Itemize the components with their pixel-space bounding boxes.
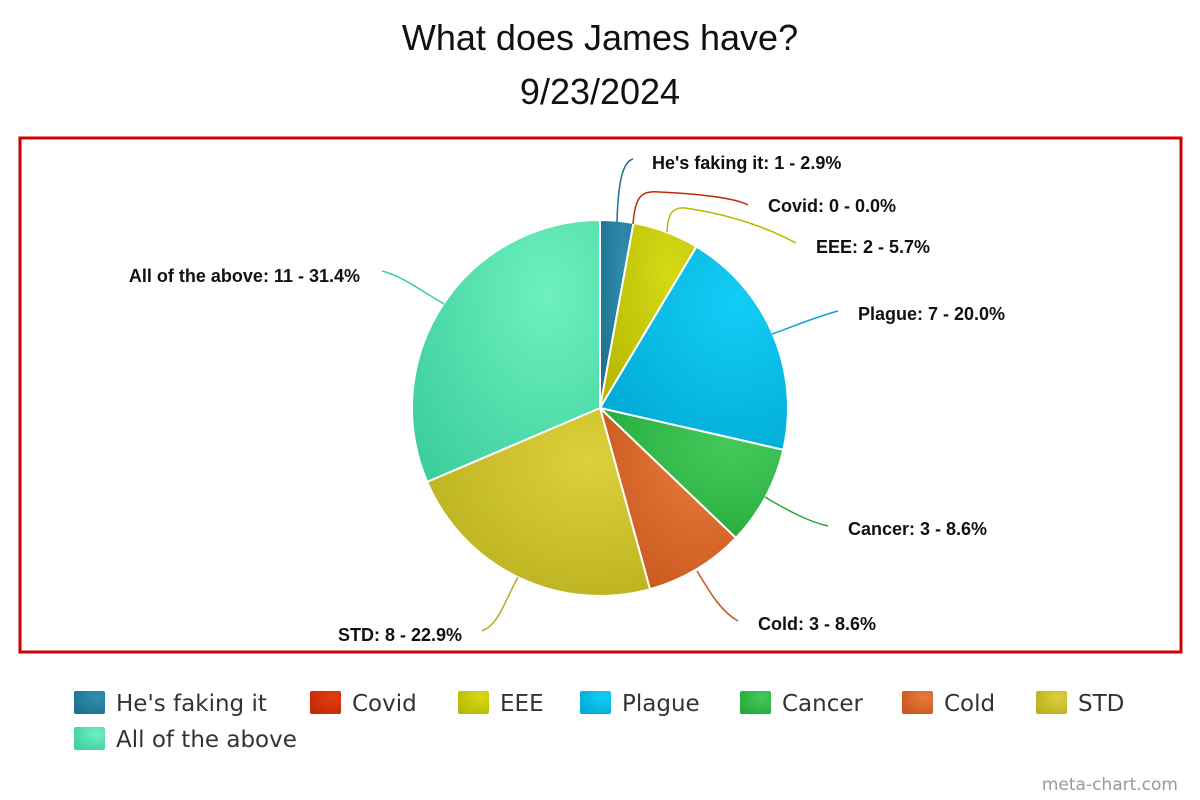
legend-label-plague: Plague bbox=[622, 691, 700, 717]
data-labels: He's faking it: 1 - 2.9% Covid: 0 - 0.0% E… bbox=[129, 153, 1005, 645]
legend-swatch-covid bbox=[310, 691, 341, 714]
legend-label-eee: EEE bbox=[500, 691, 544, 717]
credit-watermark: meta-chart.com bbox=[1042, 775, 1178, 795]
plot-frame bbox=[18, 136, 1183, 654]
legend-swatch-eee bbox=[458, 691, 489, 714]
connector-cold bbox=[696, 570, 739, 622]
legend: He's faking it Covid EEE Plague Cancer Cold ST… bbox=[74, 691, 1124, 753]
legend-item-cold[interactable]: Cold bbox=[902, 691, 995, 717]
legend-item-all-of-the-above[interactable]: All of the above bbox=[74, 727, 297, 753]
legend-label-std: STD bbox=[1078, 691, 1124, 717]
legend-label-he-s-faking-it: He's faking it bbox=[116, 691, 267, 717]
data-label-covid: Covid: 0 - 0.0% bbox=[768, 196, 896, 216]
legend-item-plague[interactable]: Plague bbox=[580, 691, 700, 717]
connector-cancer bbox=[764, 496, 829, 527]
data-label-he-s-faking-it: He's faking it: 1 - 2.9% bbox=[652, 153, 841, 173]
legend-swatch-cold bbox=[902, 691, 933, 714]
legend-item-eee[interactable]: EEE bbox=[458, 691, 544, 717]
legend-swatch-plague bbox=[580, 691, 611, 714]
connector-eee bbox=[666, 207, 797, 244]
legend-item-he-s-faking-it[interactable]: He's faking it bbox=[74, 691, 267, 717]
legend-item-std[interactable]: STD bbox=[1036, 691, 1124, 717]
legend-swatch-std bbox=[1036, 691, 1067, 714]
data-label-cancer: Cancer: 3 - 8.6% bbox=[848, 519, 987, 539]
legend-swatch-he-s-faking-it bbox=[74, 691, 105, 714]
legend-label-cold: Cold bbox=[944, 691, 995, 717]
connector-std bbox=[481, 576, 519, 632]
connector-covid bbox=[632, 190, 749, 225]
chart-title: What does James have? bbox=[402, 17, 798, 58]
pie-slices bbox=[411, 219, 789, 597]
legend-item-covid[interactable]: Covid bbox=[310, 691, 417, 717]
legend-label-all-of-the-above: All of the above bbox=[116, 727, 297, 753]
label-connectors bbox=[381, 158, 839, 632]
legend-item-cancer[interactable]: Cancer bbox=[740, 691, 864, 717]
data-label-std: STD: 8 - 22.9% bbox=[338, 625, 462, 645]
legend-label-covid: Covid bbox=[352, 691, 417, 717]
slice-cold[interactable] bbox=[599, 407, 737, 591]
slice-all-of-the-above[interactable] bbox=[411, 219, 601, 483]
data-label-eee: EEE: 2 - 5.7% bbox=[816, 237, 930, 257]
connector-all-of-the-above bbox=[381, 270, 445, 305]
data-label-plague: Plague: 7 - 20.0% bbox=[858, 304, 1005, 324]
legend-swatch-all-of-the-above bbox=[74, 727, 105, 750]
chart-subtitle: 9/23/2024 bbox=[520, 71, 680, 112]
legend-label-cancer: Cancer bbox=[782, 691, 864, 717]
data-label-all-of-the-above: All of the above: 11 - 31.4% bbox=[129, 266, 360, 286]
connector-he-s-faking-it bbox=[616, 158, 634, 223]
legend-swatch-cancer bbox=[740, 691, 771, 714]
connector-plague bbox=[771, 310, 839, 335]
data-label-cold: Cold: 3 - 8.6% bbox=[758, 614, 876, 634]
